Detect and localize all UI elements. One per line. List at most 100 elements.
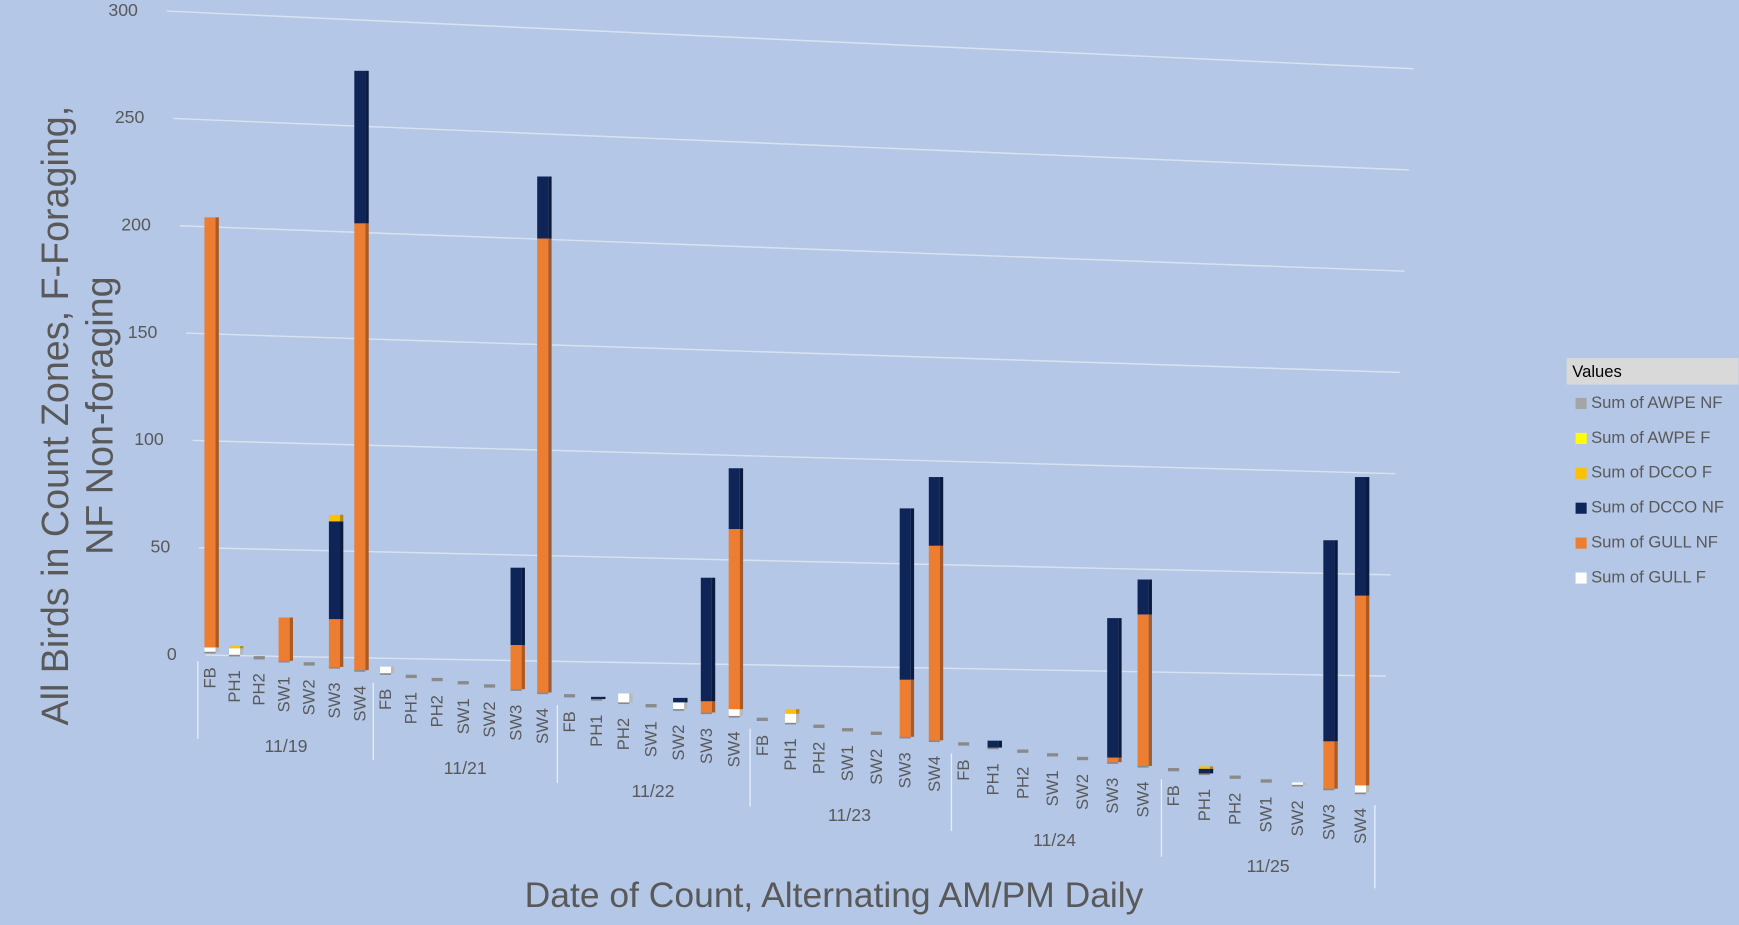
bar-front [728, 529, 740, 710]
bar-segment [728, 529, 744, 710]
y-tick-label: 300 [108, 0, 138, 20]
bar-front [328, 514, 340, 522]
bar-side [391, 666, 395, 674]
bar-segment [1198, 766, 1214, 769]
bar-side [548, 238, 552, 693]
bar-segment [1354, 477, 1370, 596]
legend-swatch [1575, 432, 1587, 444]
floor-stub [756, 717, 768, 721]
floor-stub [405, 674, 417, 679]
x-tick-label: PH1 [402, 692, 421, 724]
y-tick-label: 100 [134, 429, 164, 449]
bar-front [728, 709, 740, 716]
bar-segment [1107, 757, 1122, 763]
floor-stub [431, 677, 443, 682]
floor-stub [1047, 753, 1059, 757]
bar-segment [1354, 595, 1370, 786]
grid-line [205, 654, 1387, 677]
bar-front [1107, 618, 1119, 758]
x-tick-label: PH1 [587, 715, 606, 747]
bar-side [240, 646, 244, 649]
y-tick-label: 200 [121, 214, 151, 234]
bar-side [910, 679, 915, 737]
bar-segment [537, 176, 552, 239]
x-tick-label: SW1 [454, 698, 473, 734]
bar-segment [591, 696, 606, 700]
x-tick-label: SW2 [867, 749, 886, 785]
x-tick-label: PH2 [1226, 793, 1245, 825]
bar-front [537, 238, 549, 693]
grid-line [199, 547, 1391, 576]
bar-segment [1291, 782, 1307, 785]
legend-swatch [1575, 397, 1587, 410]
bar-front [591, 696, 603, 700]
x-tick-label: SW1 [1043, 770, 1062, 806]
bar-segment [700, 701, 716, 713]
bar-side [339, 521, 344, 620]
floor-stub [813, 724, 825, 728]
bar-segment [328, 521, 344, 620]
bar-segment [1198, 768, 1214, 774]
bar-side [629, 693, 633, 703]
bar-side [711, 577, 716, 702]
bar-front [354, 223, 366, 671]
bar-side [796, 713, 800, 723]
bar-front [673, 702, 685, 710]
bar-segment [728, 709, 744, 716]
legend-swatch [1575, 467, 1587, 479]
bar-front [784, 709, 797, 714]
bar-front [784, 713, 797, 723]
x-tick-label: SW3 [1103, 778, 1122, 814]
bar-segment [700, 577, 716, 702]
bar-segment [1137, 579, 1152, 615]
bar-side [289, 617, 293, 661]
bar-side [1366, 477, 1370, 596]
x-group-label: 11/21 [444, 758, 487, 778]
bar-side [739, 529, 744, 710]
x-tick-label: SW4 [925, 756, 944, 792]
floor-stub [841, 728, 854, 732]
grid-line [186, 332, 1400, 374]
bar-segment [1323, 741, 1338, 789]
bar-front [728, 468, 740, 530]
x-tick-label: PH2 [809, 742, 828, 774]
bar-front [228, 648, 241, 655]
bar-segment [510, 567, 525, 646]
x-group-label: 11/22 [631, 781, 674, 801]
x-tick-label: SW4 [350, 686, 369, 722]
legend-label: Sum of GULL NF [1591, 533, 1718, 552]
bar-side [739, 468, 744, 530]
bar-segment [537, 238, 552, 693]
bar-side [1148, 579, 1152, 615]
bar-front [328, 619, 340, 667]
bar-side [1366, 785, 1370, 793]
x-tick-label: SW2 [1073, 774, 1092, 810]
bar-segment [354, 70, 369, 224]
bar-segment [728, 468, 744, 530]
bar-side [1334, 741, 1338, 789]
floor-stub [1229, 775, 1241, 779]
bar-side [1148, 614, 1152, 766]
bar-segment [1354, 785, 1370, 793]
bar-side [711, 701, 716, 713]
x-group-label: 11/19 [265, 736, 308, 756]
x-tick-label: SW3 [896, 752, 915, 788]
bar-front [328, 521, 340, 620]
bar-side [521, 645, 525, 690]
bar-front [1354, 785, 1367, 793]
x-tick-label: SW1 [275, 676, 294, 712]
x-tick-label: SW2 [669, 725, 688, 761]
floor-stub [564, 694, 576, 698]
y-axis-title: All Birds in Count Zones, F-Foraging, NF… [34, 106, 120, 726]
legend-label: Sum of DCCO F [1591, 463, 1712, 482]
bar-front [700, 577, 712, 702]
x-group-label: 11/25 [1247, 856, 1290, 876]
floor-stub [1168, 767, 1180, 772]
legend-title: Values [1572, 362, 1622, 381]
bar-front [228, 646, 241, 649]
bar-front [1107, 757, 1119, 763]
grid-line [179, 225, 1405, 272]
bar-front [1354, 477, 1367, 596]
bar-front [278, 617, 290, 661]
bar-segment [899, 508, 915, 680]
